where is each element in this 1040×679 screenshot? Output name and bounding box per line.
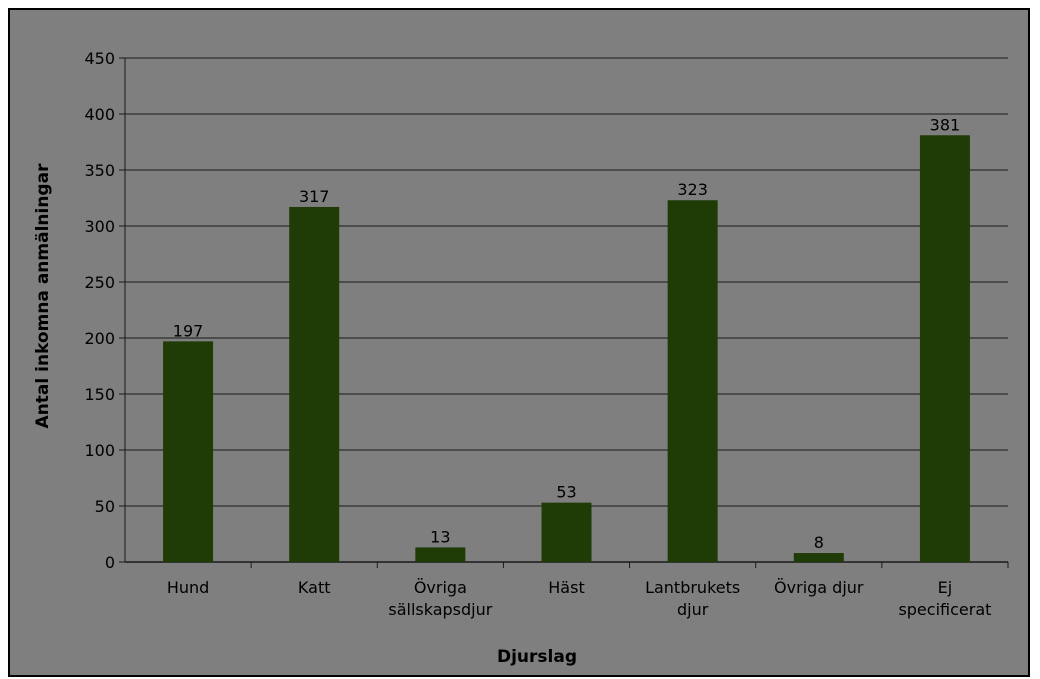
- data-label: 8: [814, 533, 824, 552]
- gridlines: [119, 57, 1009, 568]
- x-tick-label: Lantbrukets djur: [645, 578, 740, 619]
- y-tick-label: 150: [84, 385, 115, 404]
- y-tick-label: 250: [84, 273, 115, 292]
- data-label: 53: [556, 483, 576, 502]
- bar: [667, 200, 718, 563]
- bar: [415, 547, 466, 562]
- y-tick-label: 450: [84, 49, 115, 68]
- bar-chart: 0 50 100 150 200 250 300 350 400 450 197 Hund 317 Kat…: [33, 49, 1009, 667]
- y-tick-label: 200: [84, 329, 115, 348]
- bar: [163, 341, 214, 562]
- labels: 0 50 100 150 200 250 300 350 400 450 197 Hund 317 Kat…: [84, 49, 991, 619]
- x-axis-title: Djurslag: [497, 647, 577, 667]
- data-label: 13: [430, 527, 450, 546]
- y-tick-label: 50: [95, 497, 115, 516]
- bar: [289, 206, 340, 562]
- y-tick-label: 300: [84, 217, 115, 236]
- y-tick-label: 0: [105, 553, 115, 572]
- bar: [541, 502, 592, 562]
- bar: [793, 553, 844, 562]
- y-axis-title: Antal inkomna anmälningar: [33, 163, 53, 429]
- data-label: 317: [299, 187, 330, 206]
- x-tick-label: Ej specificerat: [898, 578, 991, 619]
- y-tick-label: 100: [84, 441, 115, 460]
- x-tick-label: Katt: [298, 578, 331, 597]
- x-tick-label: Övriga sällskapsdjur: [388, 578, 492, 619]
- y-tick-label: 400: [84, 105, 115, 124]
- bar: [919, 135, 970, 562]
- chart-frame: 0 50 100 150 200 250 300 350 400 450 197 Hund 317 Kat…: [8, 8, 1030, 677]
- y-tick-label: 350: [84, 161, 115, 180]
- x-tick-label: Övriga djur: [774, 578, 864, 597]
- data-label: 323: [677, 180, 708, 199]
- x-tick-label: Hund: [167, 578, 209, 597]
- x-tick-label: Häst: [548, 578, 584, 597]
- bars: [163, 135, 970, 563]
- data-label: 197: [173, 321, 204, 340]
- data-label: 381: [930, 115, 961, 134]
